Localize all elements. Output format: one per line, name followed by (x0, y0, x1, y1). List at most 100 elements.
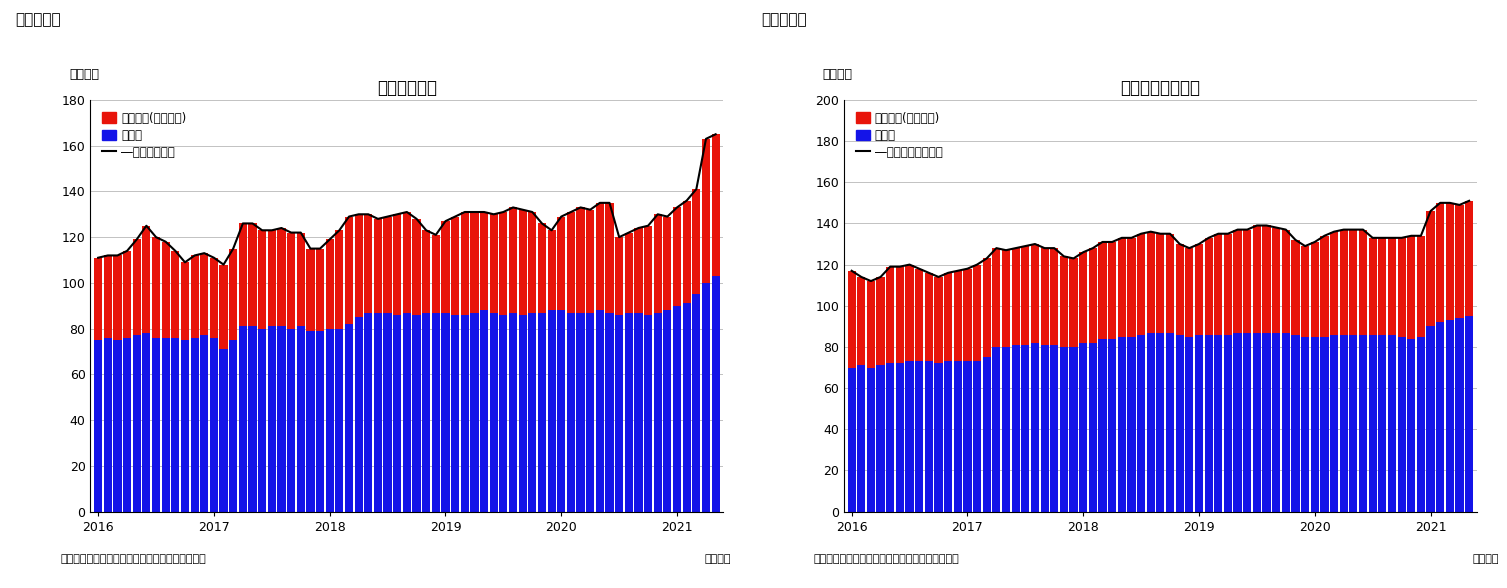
Bar (1059, 256, 1068, 347)
Bar (992, 347, 1001, 512)
Bar (1436, 322, 1444, 512)
Bar (1118, 336, 1126, 512)
Bar (634, 228, 642, 313)
Bar (577, 208, 585, 313)
Bar (1359, 335, 1367, 512)
Bar (479, 310, 488, 512)
Bar (1108, 242, 1117, 339)
Bar (442, 221, 449, 313)
Bar (1417, 336, 1426, 512)
Bar (915, 361, 924, 512)
Bar (470, 212, 479, 313)
Bar (1136, 234, 1145, 335)
Bar (847, 270, 856, 368)
Bar (1070, 347, 1078, 512)
Bar (1291, 240, 1299, 335)
Bar (1291, 335, 1299, 512)
Bar (963, 361, 972, 512)
Bar (1127, 336, 1136, 512)
Bar (983, 259, 990, 358)
Bar (1243, 230, 1251, 333)
Bar (451, 315, 460, 512)
Bar (711, 134, 720, 276)
Bar (963, 269, 972, 361)
Bar (1031, 244, 1038, 343)
Legend: 集合住宅(二戸以上), 戸建て, ―住宅着工件数: 集合住宅(二戸以上), 戸建て, ―住宅着工件数 (96, 106, 193, 165)
Bar (431, 235, 440, 313)
Bar (1118, 238, 1126, 336)
Bar (490, 313, 497, 512)
Text: （万件）: （万件） (823, 68, 853, 81)
Bar (1136, 335, 1145, 512)
Bar (209, 258, 219, 338)
Bar (886, 363, 894, 512)
Bar (547, 230, 556, 310)
Bar (286, 233, 295, 329)
Bar (674, 208, 681, 306)
Bar (1050, 248, 1058, 345)
Text: （月次）: （月次） (704, 554, 731, 564)
Bar (413, 315, 420, 512)
Bar (306, 249, 315, 331)
Bar (1002, 250, 1010, 347)
Bar (402, 212, 411, 313)
Bar (509, 313, 517, 512)
Bar (1320, 236, 1329, 336)
Bar (906, 265, 913, 361)
Bar (1465, 316, 1474, 512)
Bar (615, 237, 624, 315)
Bar (1204, 335, 1213, 512)
Bar (422, 230, 431, 313)
Bar (1079, 252, 1088, 343)
Bar (1233, 230, 1242, 333)
Bar (1224, 335, 1233, 512)
Bar (643, 315, 653, 512)
Bar (1079, 343, 1088, 512)
Bar (490, 214, 497, 313)
Text: （図表１）: （図表１） (15, 12, 60, 27)
Bar (943, 273, 952, 361)
Bar (220, 265, 228, 349)
Bar (1175, 244, 1185, 335)
Bar (895, 363, 904, 512)
Bar (335, 230, 344, 329)
Bar (1166, 234, 1174, 333)
Bar (104, 255, 112, 338)
Bar (161, 338, 170, 512)
Bar (152, 338, 160, 512)
Bar (857, 366, 865, 512)
Bar (461, 212, 469, 315)
Bar (925, 361, 933, 512)
Bar (238, 223, 247, 326)
Bar (422, 313, 431, 512)
Bar (133, 336, 140, 512)
Bar (1417, 236, 1426, 336)
Bar (1272, 228, 1281, 333)
Bar (529, 212, 536, 313)
Bar (974, 265, 981, 361)
Bar (499, 315, 508, 512)
Bar (1282, 333, 1290, 512)
Bar (1427, 211, 1435, 326)
Bar (606, 313, 613, 512)
Bar (567, 313, 576, 512)
Bar (974, 361, 981, 512)
Bar (934, 277, 942, 363)
Bar (1427, 326, 1435, 512)
Text: （資料）センサス局よりニッセイ基礎研究所作成: （資料）センサス局よりニッセイ基礎研究所作成 (814, 554, 960, 564)
Bar (1175, 335, 1185, 512)
Bar (316, 331, 324, 512)
Bar (470, 313, 479, 512)
Bar (306, 331, 315, 512)
Text: （資料）センサス局よりニッセイ基礎研究所作成: （資料）センサス局よりニッセイ基礎研究所作成 (60, 554, 206, 564)
Bar (479, 212, 488, 310)
Bar (1166, 333, 1174, 512)
Bar (1397, 238, 1406, 336)
Bar (374, 313, 383, 512)
Bar (249, 223, 256, 326)
Bar (586, 210, 594, 313)
Bar (1204, 238, 1213, 335)
Bar (1070, 259, 1078, 347)
Bar (277, 326, 285, 512)
Bar (674, 306, 681, 512)
